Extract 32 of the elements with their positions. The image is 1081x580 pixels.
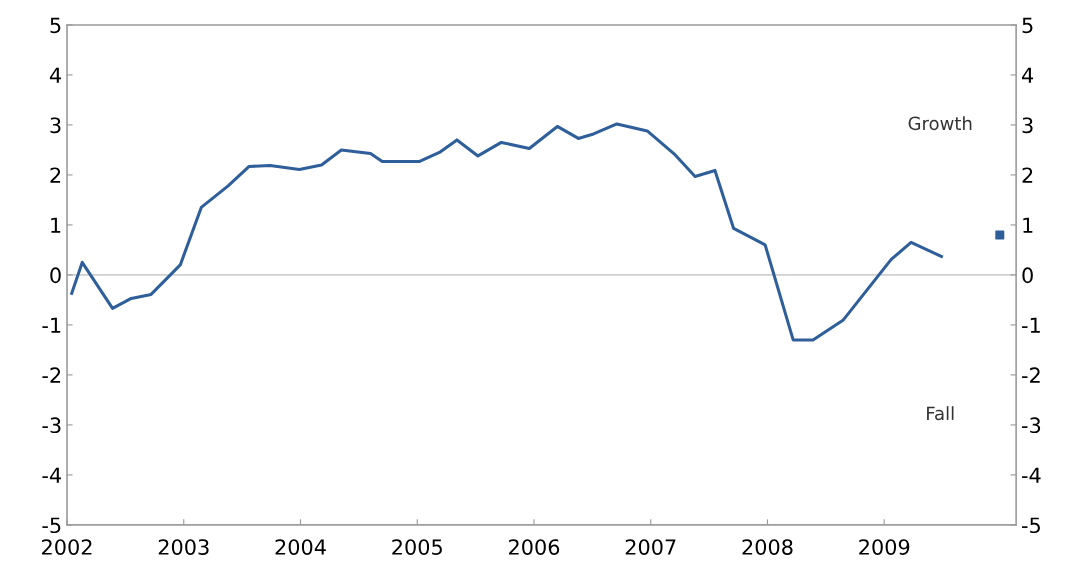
x-tick-label: 2004 — [275, 539, 326, 555]
y-tick-label: 0 — [50, 267, 61, 284]
y2-tick-label: 3 — [1022, 117, 1033, 134]
y-tick-label: 1 — [51, 217, 61, 233]
x-tick-label: 2002 — [42, 539, 92, 555]
y-tick-label: -3 — [42, 417, 61, 434]
y2-tick-label: -1 — [1022, 317, 1040, 333]
y-tick-label: -5 — [42, 517, 61, 534]
x-tick-label: 2005 — [392, 539, 442, 555]
y2-tick-label: 4 — [1022, 67, 1034, 83]
y-tick-label: -1 — [42, 317, 61, 333]
y-tick-label: 4 — [49, 67, 61, 83]
x-tick-label: 2006 — [509, 539, 560, 555]
annotation: Growth — [908, 116, 972, 131]
y-tick-label: 5 — [50, 17, 61, 34]
y-tick-label: 3 — [50, 117, 61, 134]
x-tick-label: 2008 — [742, 539, 793, 555]
x-tick-label: 2009 — [859, 539, 910, 555]
y2-tick-label: -3 — [1022, 417, 1041, 434]
y2-tick-label: 1 — [1023, 217, 1033, 233]
y2-tick-label: -4 — [1022, 467, 1041, 483]
y-tick-label: 2 — [50, 167, 61, 183]
y2-tick-label: 5 — [1022, 17, 1033, 34]
y-tick-label: -4 — [42, 467, 61, 483]
y2-tick-label: 2 — [1022, 167, 1033, 183]
y2-tick-label: 0 — [1022, 267, 1033, 284]
y2-tick-label: -5 — [1022, 517, 1040, 534]
y2-tick-label: -2 — [1022, 367, 1040, 383]
x-tick-label: 2007 — [625, 539, 676, 555]
x-tick-label: 2003 — [158, 539, 209, 555]
y-tick-label: -2 — [42, 367, 61, 383]
annotation: Fall — [927, 406, 954, 421]
